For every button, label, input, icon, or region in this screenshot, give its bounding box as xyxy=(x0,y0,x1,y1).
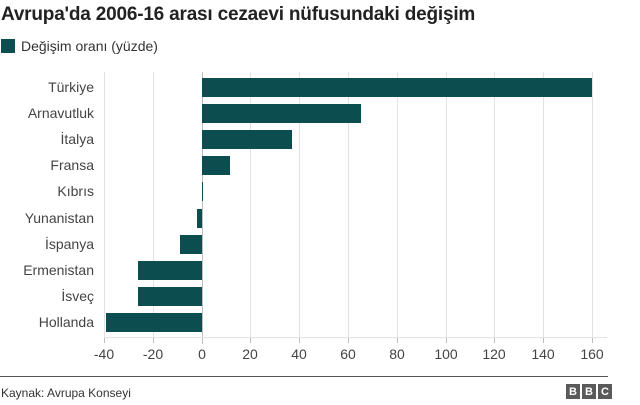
gridline xyxy=(104,72,105,338)
x-tick-label: 120 xyxy=(482,346,506,362)
x-tick xyxy=(446,338,447,343)
bar xyxy=(106,312,202,332)
legend: Değişim oranı (yüzde) xyxy=(1,38,158,54)
x-tick-label: -40 xyxy=(93,346,115,362)
category-label: Hollanda xyxy=(38,313,94,330)
x-tick-label: 100 xyxy=(434,346,458,362)
bar xyxy=(179,234,202,254)
x-tick-label: 60 xyxy=(340,346,356,362)
x-tick xyxy=(494,338,495,343)
zero-line xyxy=(202,72,203,344)
x-tick-label: 0 xyxy=(198,346,206,362)
x-axis xyxy=(104,337,607,338)
x-tick xyxy=(299,338,300,343)
bar xyxy=(201,156,230,176)
bar xyxy=(201,104,362,124)
gridline xyxy=(592,72,593,338)
x-tick-label: -20 xyxy=(142,346,164,362)
category-label: İsveç xyxy=(61,287,94,304)
category-label: Yunanistan xyxy=(24,209,94,226)
gridline xyxy=(250,72,251,338)
x-tick xyxy=(250,338,251,343)
bar xyxy=(138,260,202,280)
bar xyxy=(201,78,592,97)
x-tick-label: 40 xyxy=(291,346,307,362)
gridline xyxy=(153,72,154,338)
bbc-logo-letter: B xyxy=(566,384,580,399)
x-tick xyxy=(202,338,203,343)
category-label: Türkiye xyxy=(48,79,94,95)
category-label: Ermenistan xyxy=(23,261,94,278)
legend-swatch xyxy=(1,39,15,53)
category-label: Kıbrıs xyxy=(57,183,94,200)
bar xyxy=(196,208,202,228)
gridline xyxy=(543,72,544,338)
gridline xyxy=(446,72,447,338)
legend-label: Değişim oranı (yüzde) xyxy=(21,38,158,54)
x-tick-label: 80 xyxy=(389,346,405,362)
gridline xyxy=(397,72,398,338)
bar xyxy=(138,286,202,306)
gridline xyxy=(348,72,349,338)
x-tick-label: 20 xyxy=(242,346,258,362)
source-note: Kaynak: Avrupa Konseyi xyxy=(1,386,131,400)
bbc-logo-letter: C xyxy=(598,384,612,399)
chart-title: Avrupa'da 2006-16 arası cezaevi nüfusund… xyxy=(1,4,476,25)
bbc-logo: B B C xyxy=(566,384,612,399)
bar xyxy=(201,130,292,150)
x-tick xyxy=(543,338,544,343)
category-label: İtalya xyxy=(60,131,94,148)
x-tick xyxy=(104,338,105,343)
gridline xyxy=(494,72,495,338)
bar xyxy=(201,182,204,202)
x-tick-label: 160 xyxy=(580,346,604,362)
x-tick xyxy=(592,338,593,343)
x-tick-label: 140 xyxy=(531,346,555,362)
x-tick xyxy=(153,338,154,343)
category-label: Fransa xyxy=(50,157,94,174)
bbc-logo-letter: B xyxy=(582,384,596,399)
footer-divider xyxy=(0,376,608,377)
category-label: Arnavutluk xyxy=(27,105,94,122)
category-label: İspanya xyxy=(44,235,94,252)
gridline xyxy=(299,72,300,338)
x-tick xyxy=(397,338,398,343)
x-tick xyxy=(348,338,349,343)
